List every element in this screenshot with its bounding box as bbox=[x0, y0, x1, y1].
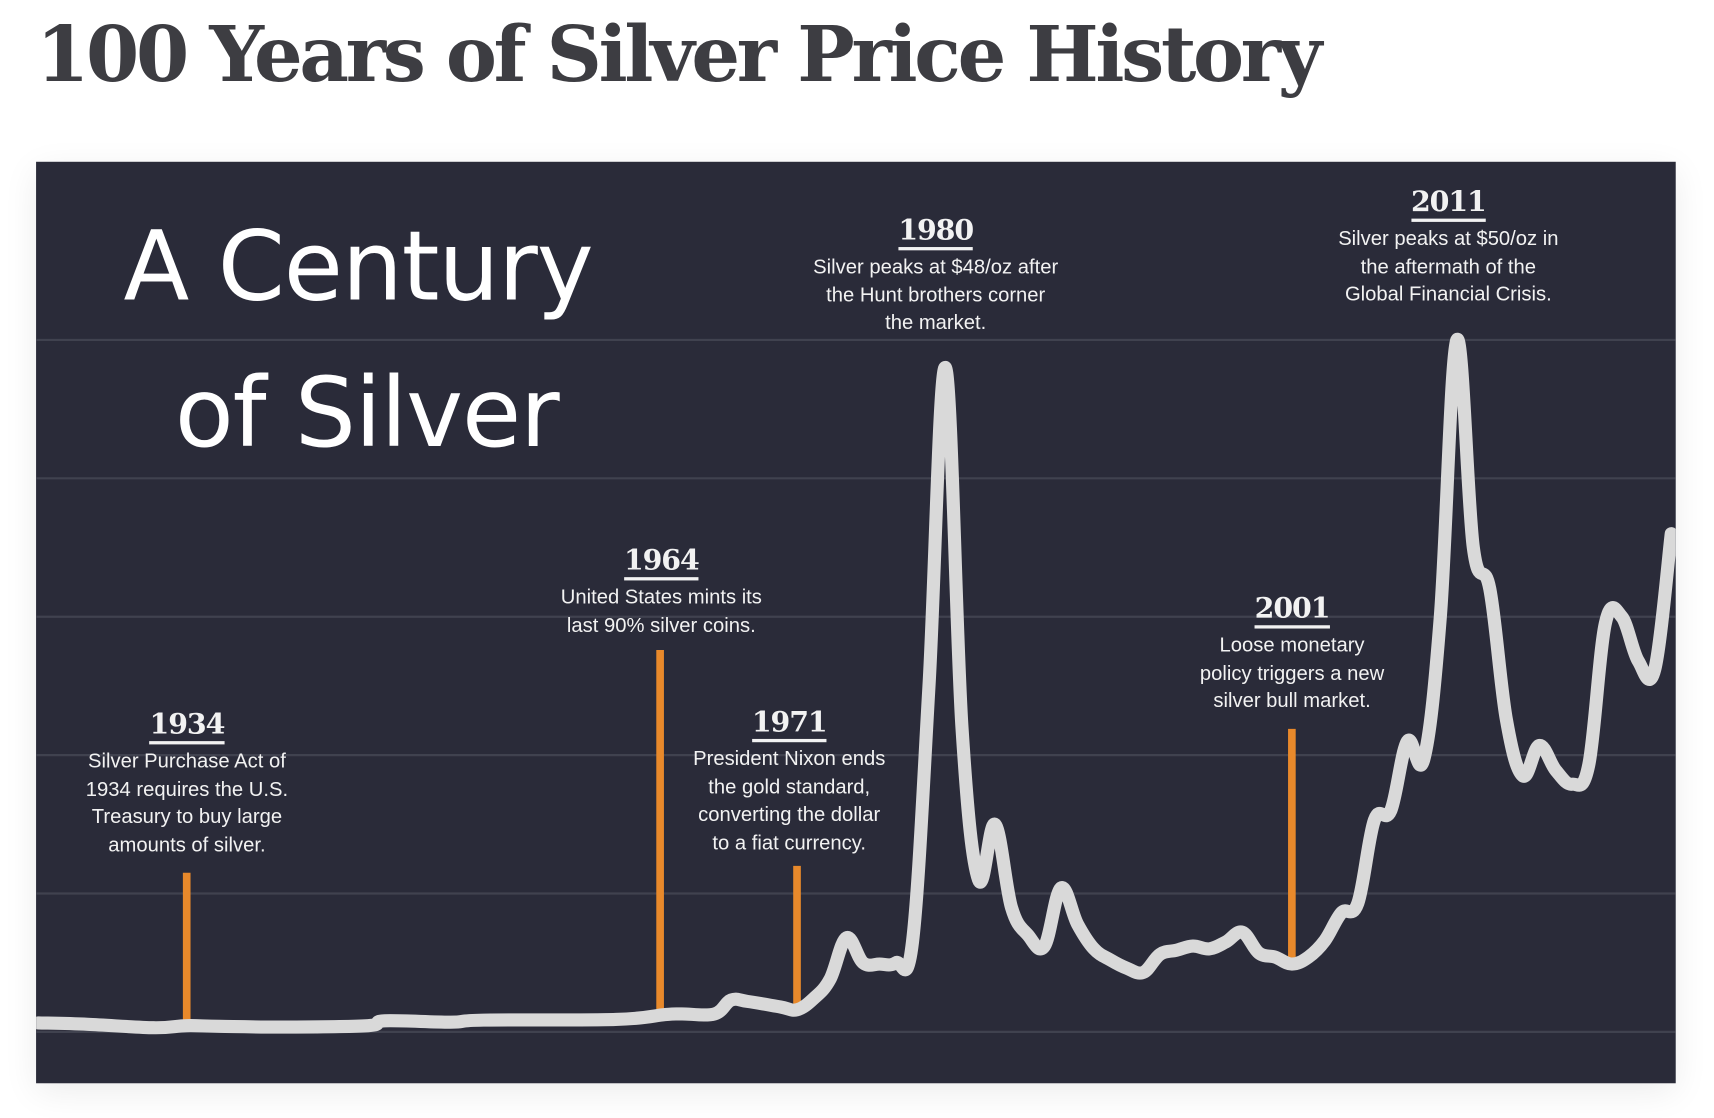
annotation-text: United States mints its bbox=[560, 584, 762, 608]
annotation-2011: 2011 Silver peaks at $50/oz in the after… bbox=[1338, 186, 1558, 308]
annotation-text: Loose monetary bbox=[1219, 632, 1365, 656]
annotation-text: the aftermath of the bbox=[1360, 254, 1537, 278]
chart-svg bbox=[36, 333, 1676, 1035]
annotation-1964: 1964 United States mints its last 90% si… bbox=[561, 544, 762, 638]
chart-title-line-1: A Century bbox=[123, 209, 594, 323]
annotation-year: 1934 bbox=[149, 708, 225, 745]
annotation-2001: 2001 Loose monetary policy triggers a ne… bbox=[1200, 592, 1384, 714]
annotation-text: the gold standard, bbox=[708, 774, 871, 798]
annotation-text: policy triggers a new bbox=[1199, 660, 1385, 684]
annotation-1980: 1980 Silver peaks at $48/oz after the Hu… bbox=[813, 214, 1058, 336]
annotation-text: Silver peaks at $48/oz after bbox=[813, 254, 1059, 278]
annotation-1934: 1934 Silver Purchase Act of 1934 require… bbox=[86, 708, 288, 858]
annotation-text: the market. bbox=[885, 310, 987, 334]
annotation-year: 1964 bbox=[623, 544, 700, 581]
annotation-text: converting the dollar bbox=[698, 802, 881, 826]
silver-price-chart: A Century of Silver 1934 Silver Purchase… bbox=[36, 161, 1676, 1084]
annotation-text: Silver Purchase Act of bbox=[88, 748, 286, 772]
annotation-year: 2011 bbox=[1410, 186, 1487, 222]
annotation-text: last 90% silver coins. bbox=[566, 612, 756, 636]
annotation-text: Silver peaks at $50/oz in bbox=[1338, 226, 1559, 250]
price-line bbox=[36, 333, 1676, 1035]
page-title: 100 Years of Silver Price History bbox=[36, 8, 1322, 100]
annotation-year: 1971 bbox=[751, 706, 828, 743]
annotation-text: the Hunt brothers corner bbox=[826, 282, 1046, 306]
annotation-year: 1980 bbox=[898, 214, 974, 251]
annotation-1971: 1971 President Nixon ends the gold stand… bbox=[693, 706, 885, 856]
annotation-text: amounts of silver. bbox=[108, 832, 266, 856]
gridlines bbox=[36, 338, 1676, 1033]
chart-title-line-2: of Silver bbox=[174, 356, 560, 469]
annotation-text: silver bull market. bbox=[1213, 688, 1371, 712]
event-markers bbox=[182, 649, 1296, 1028]
annotation-text: to a fiat currency. bbox=[712, 830, 867, 854]
annotation-text: Treasury to buy large bbox=[91, 804, 283, 828]
annotation-year: 2001 bbox=[1254, 592, 1331, 629]
annotation-text: Global Financial Crisis. bbox=[1344, 282, 1552, 305]
annotation-text: 1934 requires the U.S. bbox=[85, 776, 289, 800]
annotation-text: President Nixon ends bbox=[693, 746, 886, 770]
